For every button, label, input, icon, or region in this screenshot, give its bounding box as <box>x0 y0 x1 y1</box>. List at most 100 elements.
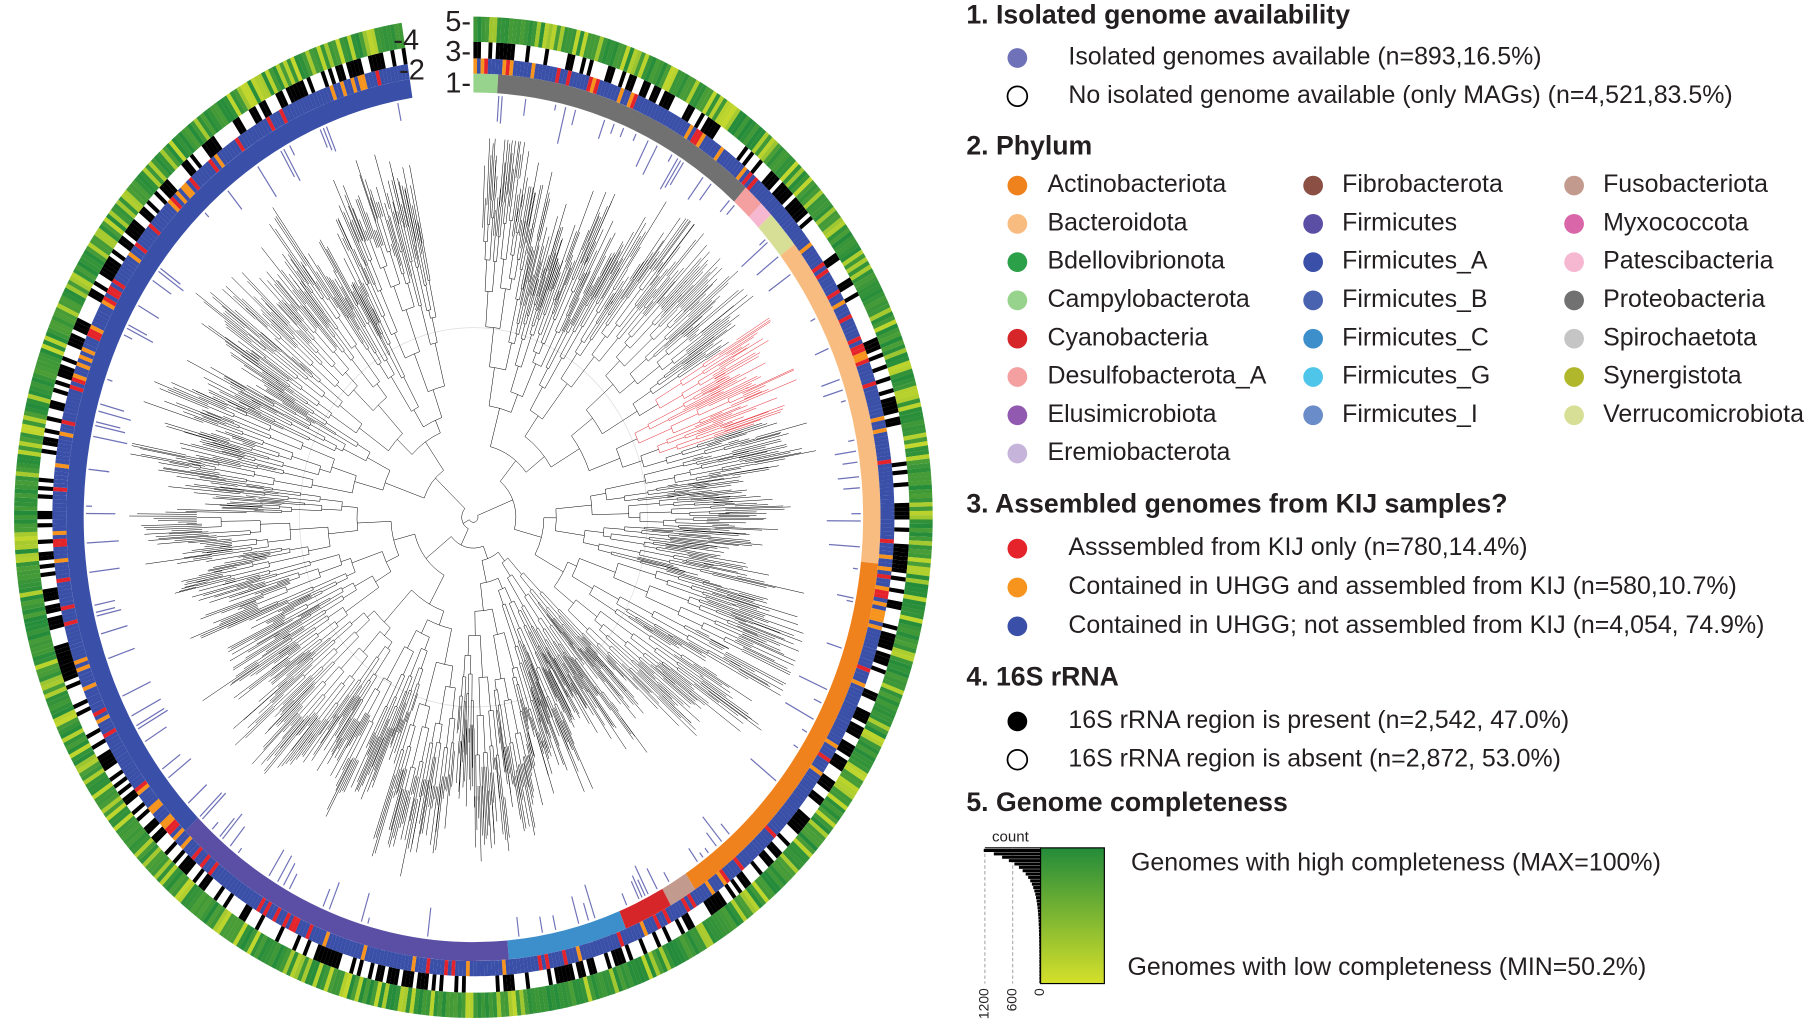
kij-ring-segment <box>741 171 754 186</box>
completeness-ring-segment <box>496 991 502 1018</box>
kij-ring-segment <box>822 282 837 294</box>
rrna-ring-segment <box>553 966 561 984</box>
completeness-ring-segment <box>357 977 368 1003</box>
rrna-ring-segment <box>161 181 176 197</box>
kij-ring-segment <box>364 73 372 89</box>
kij-ring-segment <box>568 71 576 87</box>
completeness-ring-segment <box>855 275 878 292</box>
completeness-ring-segment <box>658 63 672 89</box>
kij-ring-segment <box>234 137 246 152</box>
completeness-ring-segment <box>768 148 788 171</box>
completeness-ring-segment <box>902 598 927 607</box>
kij-ring-segment <box>278 910 288 926</box>
kij-ring-segment <box>877 565 892 572</box>
completeness-ring-segment <box>206 107 223 131</box>
completeness-ring-segment <box>837 775 860 793</box>
rrna-ring-segment <box>738 870 752 887</box>
kij-ring-segment <box>724 156 737 171</box>
completeness-ring-segment <box>43 685 68 700</box>
histogram-bar <box>1002 855 1041 859</box>
kij-ring-segment <box>869 411 885 420</box>
kij-ring-segment <box>155 213 168 227</box>
completeness-ring-segment <box>586 33 597 60</box>
completeness-ring-segment <box>597 971 608 998</box>
kij-ring-segment <box>88 328 103 338</box>
kij-ring-segment <box>686 893 697 909</box>
completeness-ring-segment <box>346 974 357 1000</box>
kij-ring-segment <box>109 741 124 753</box>
rrna-ring-segment <box>840 738 856 751</box>
kij-ring-segment <box>648 915 659 932</box>
legend-marker <box>1007 290 1028 311</box>
completeness-ring-segment <box>822 799 844 818</box>
completeness-ring-segment <box>903 436 928 445</box>
completeness-ring-segment <box>126 186 147 207</box>
kij-ring-segment <box>311 927 321 943</box>
kij-ring-segment <box>53 474 69 481</box>
completeness-ring-segment <box>864 724 887 740</box>
rrna-ring-segment <box>674 918 686 935</box>
kij-ring-segment <box>123 764 138 777</box>
kij-ring-segment <box>537 954 543 971</box>
rrna-ring-segment <box>586 958 594 976</box>
completeness-ring-segment <box>900 610 924 620</box>
kij-ring-segment <box>879 538 894 544</box>
kij-ring-segment <box>483 960 489 977</box>
rrna-ring-segment <box>703 899 715 916</box>
completeness-ring-segment <box>897 622 922 633</box>
completeness-ring-segment <box>39 674 64 687</box>
completeness-ring-segment <box>865 720 889 736</box>
kij-ring-segment <box>783 801 797 815</box>
rrna-ring-segment <box>882 404 898 412</box>
completeness-ring-segment <box>278 947 292 973</box>
completeness-ring-segment <box>870 709 894 724</box>
completeness-ring-segment <box>909 523 933 529</box>
kij-ring-segment <box>878 471 893 477</box>
completeness-ring-segment <box>18 445 42 453</box>
completeness-ring-segment <box>833 782 855 800</box>
completeness-ring-segment <box>556 983 566 1009</box>
histogram-bar <box>1035 892 1041 896</box>
completeness-ring-segment <box>54 712 78 728</box>
kij-ring-segment <box>462 960 467 977</box>
kij-ring-segment <box>878 561 893 568</box>
completeness-ring-segment <box>139 170 160 191</box>
kij-ring-segment <box>761 827 775 842</box>
completeness-ring-segment <box>145 163 165 185</box>
completeness-ring-segment <box>771 861 791 883</box>
rrna-ring-segment <box>864 340 880 351</box>
completeness-ring-segment <box>817 805 839 825</box>
completeness-ring-segment <box>553 25 562 51</box>
completeness-ring-segment <box>902 428 927 437</box>
rrna-ring-segment <box>796 808 811 823</box>
kij-ring-segment <box>469 961 474 977</box>
kij-ring-segment <box>864 388 879 397</box>
completeness-ring-segment <box>44 335 68 349</box>
completeness-ring-segment <box>626 48 639 74</box>
kij-ring-segment <box>65 399 80 408</box>
kij-ring-segment <box>801 245 815 258</box>
completeness-ring-segment <box>27 393 51 404</box>
rrna-ring-segment <box>617 947 627 964</box>
completeness-ring-segment <box>787 170 808 191</box>
kij-ring-segment <box>826 289 841 301</box>
rrna-ring-segment <box>861 691 877 702</box>
kij-ring-segment <box>74 365 90 375</box>
kij-ring-segment <box>294 919 305 935</box>
kij-ring-segment <box>858 656 874 666</box>
completeness-ring-segment <box>51 705 75 720</box>
completeness-ring-segment <box>41 678 65 691</box>
legend-label: Fusobacteriota <box>1603 170 1768 198</box>
completeness-ring-segment <box>862 291 886 307</box>
kij-ring-segment <box>77 667 92 677</box>
kij-ring-segment <box>59 600 75 607</box>
completeness-ring-segment <box>14 492 38 499</box>
kij-ring-segment <box>403 954 410 971</box>
rrna-ring-segment <box>791 814 806 829</box>
kij-ring-segment <box>819 275 834 287</box>
completeness-ring-segment <box>890 372 915 385</box>
kij-ring-segment <box>860 649 876 658</box>
kij-ring-segment <box>724 864 737 879</box>
kij-ring-segment <box>689 891 701 907</box>
rrna-ring-segment <box>378 965 386 983</box>
